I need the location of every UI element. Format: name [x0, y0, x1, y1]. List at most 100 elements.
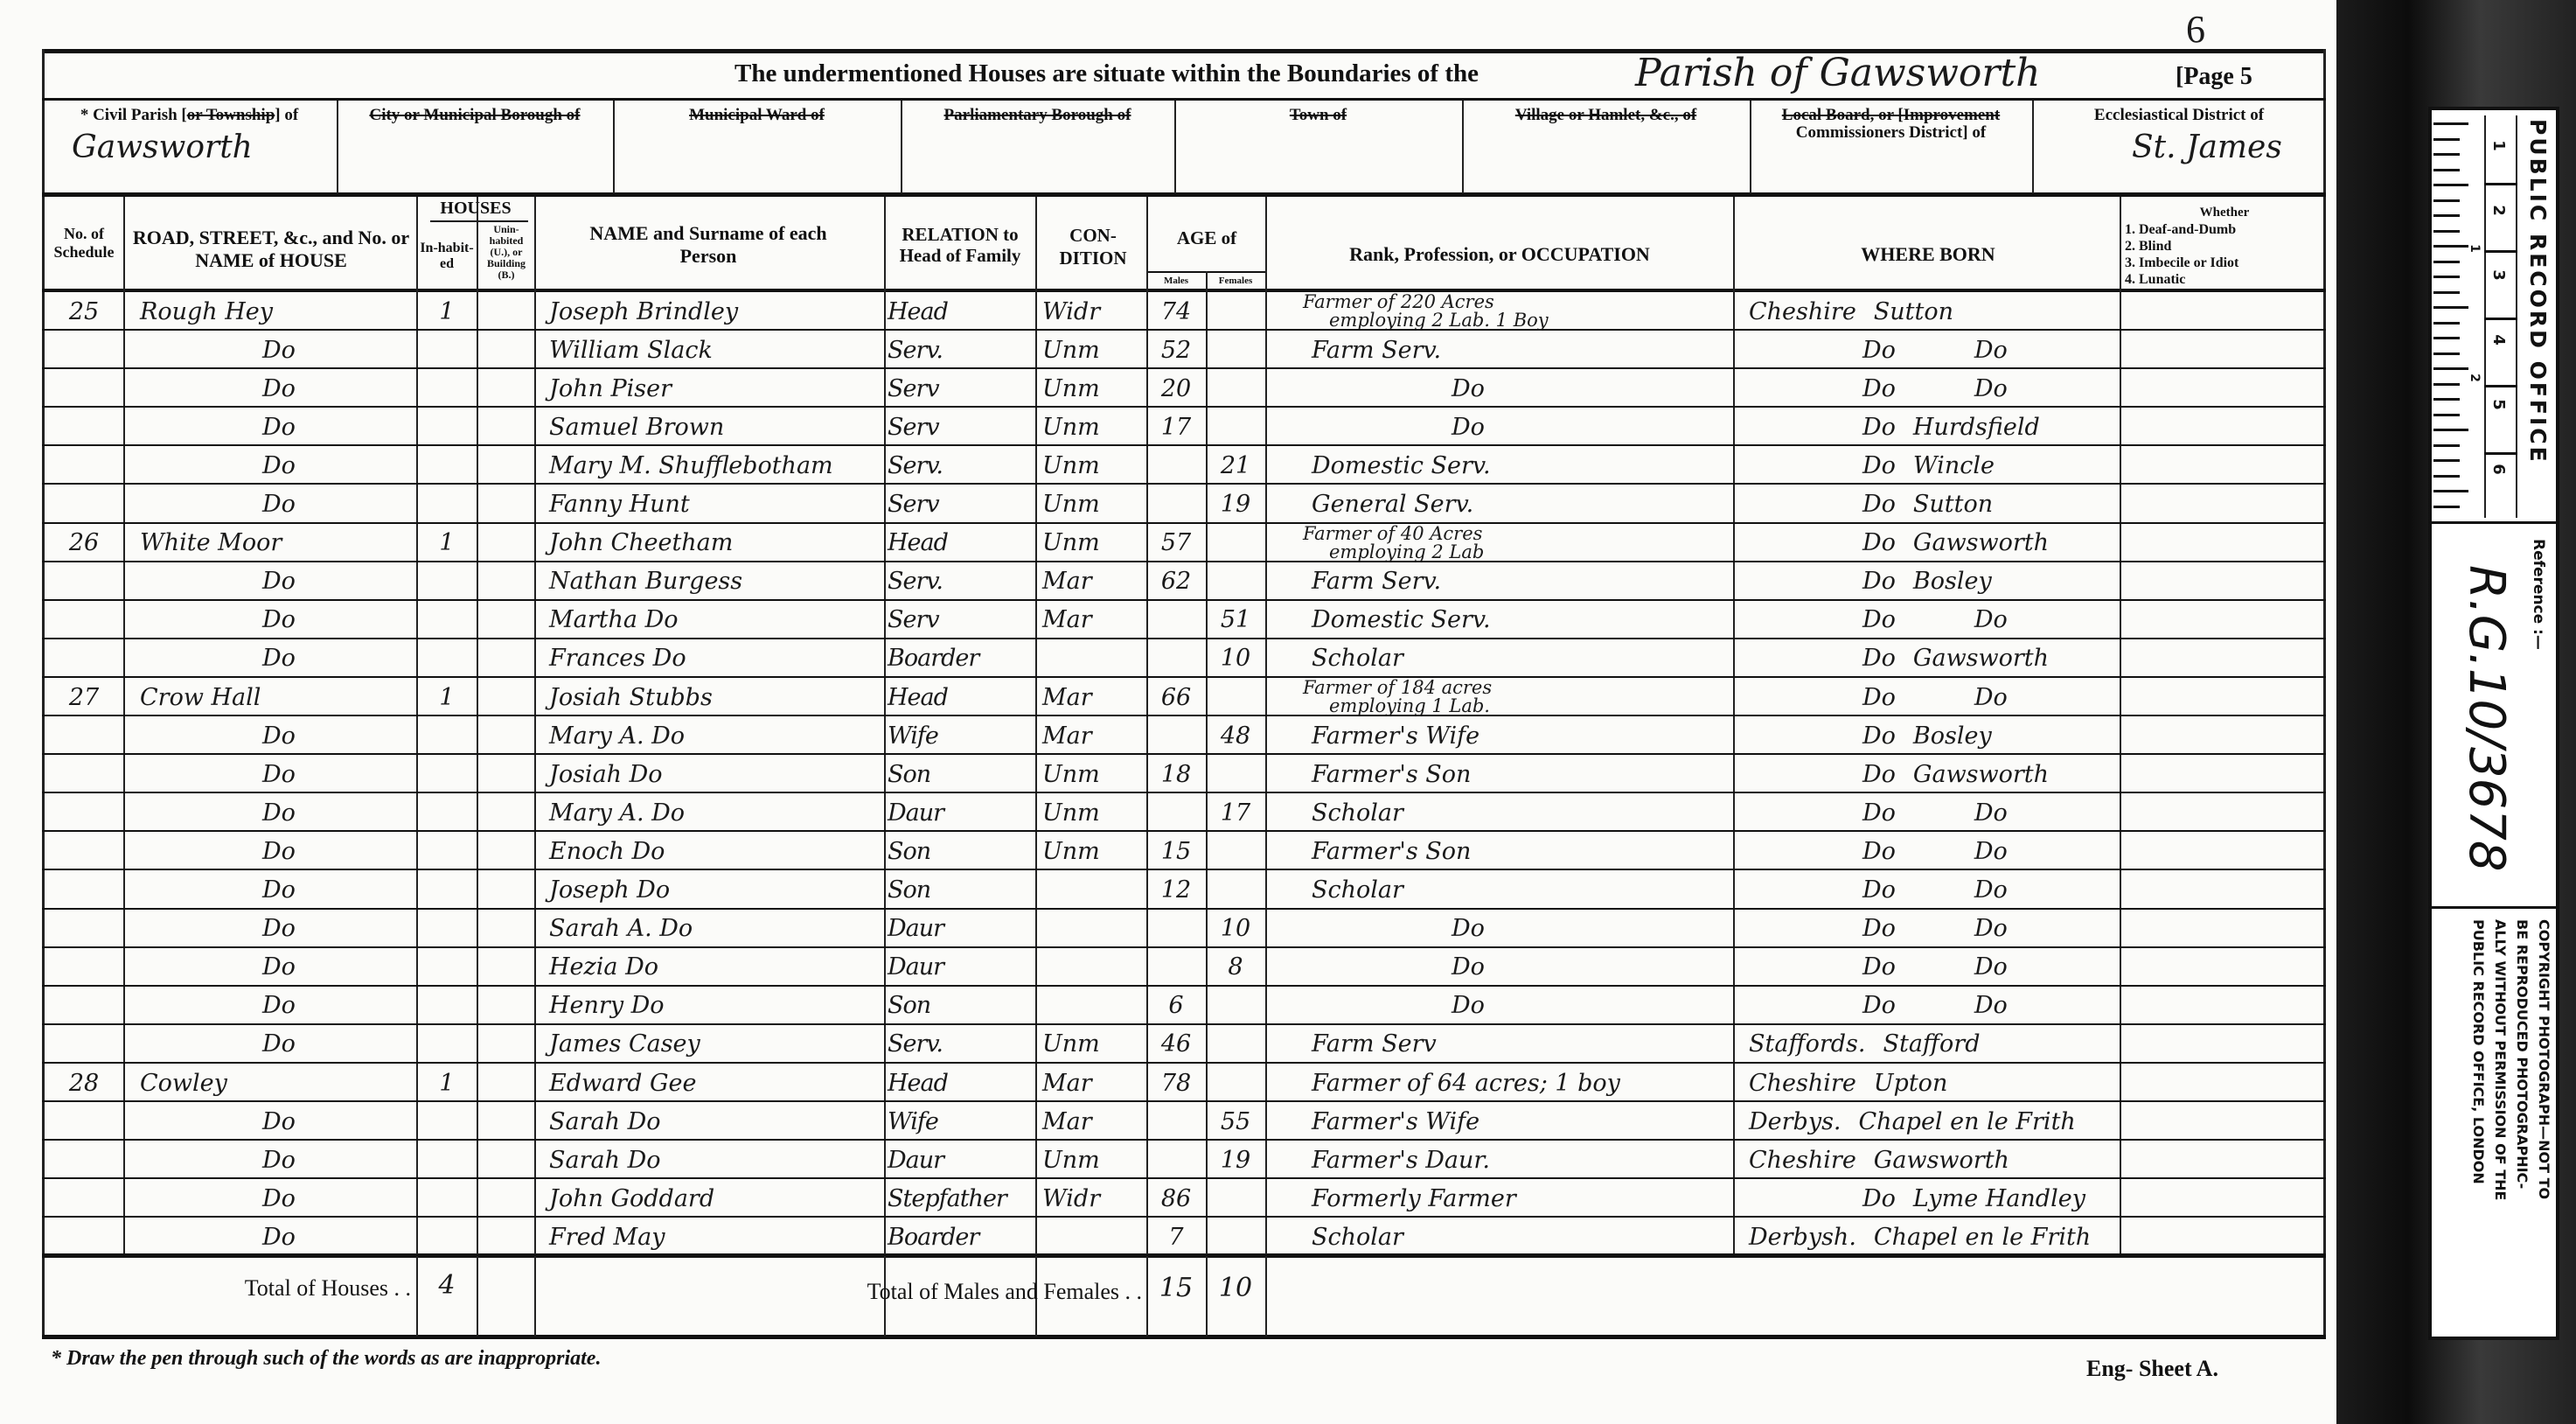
- condition: [1039, 1218, 1144, 1256]
- row-rule: [42, 869, 2326, 871]
- ruler-tick: [2433, 245, 2468, 248]
- condition: Unm: [1042, 374, 1100, 402]
- district-label: Local Board, or [Improvement Commissioner…: [1753, 103, 2029, 142]
- reference-number: R.G.10/3678: [2458, 565, 2515, 872]
- column-divider: [416, 197, 418, 1337]
- ruler-tick: [2433, 398, 2460, 401]
- relation: Boarder: [888, 1223, 979, 1251]
- female-age: 19: [1220, 491, 1251, 519]
- relation: Wife: [888, 722, 939, 750]
- occupation: Farmer of 64 acres; 1 boy: [1312, 1069, 1620, 1097]
- relation: Serv.: [888, 568, 943, 596]
- houses-inhabited: 1: [439, 529, 455, 557]
- ruler-tick: [2433, 459, 2460, 462]
- district-label: * Civil Parish [or Township] of: [45, 103, 333, 124]
- birth-place: Gawsworth: [1912, 760, 2050, 788]
- copyright-line: PUBLIC RECORD OFFICE, LONDON: [2470, 919, 2487, 1184]
- birth-county: Do: [1862, 760, 1896, 788]
- district-field: Village or Hamlet, &c., of: [1466, 103, 1746, 191]
- female-age: 48: [1220, 722, 1251, 750]
- road-name: Do: [262, 1030, 296, 1058]
- ruler-tick: [2433, 306, 2468, 309]
- male-age: [1147, 1102, 1205, 1141]
- ruler-tick: [2433, 382, 2460, 386]
- ruler-tick: [2433, 260, 2460, 263]
- total-persons-label: Total of Males and Females . .: [867, 1279, 1142, 1304]
- road-name: Do: [262, 953, 296, 981]
- ruler-tick: [2433, 321, 2460, 325]
- where-born: Do Do: [1740, 331, 2008, 369]
- ruler-tick: [2433, 184, 2468, 186]
- schedule-number: [49, 1141, 119, 1179]
- where-born: Do Do: [1740, 678, 2008, 716]
- birth-county: Do: [1862, 374, 1896, 402]
- ruler-tick: [2433, 429, 2468, 431]
- houses-inhabited: [418, 948, 476, 987]
- relation: Daur: [888, 915, 944, 943]
- occupation-line: Farmer of 184 acres: [1303, 677, 1493, 699]
- whether-item: 3. Imbecile or Idiot: [2125, 255, 2239, 270]
- table-row: Do Fred May Boarder 7 Scholar Derbysh. Chapel …: [42, 1218, 2326, 1257]
- schedule-number: [49, 1102, 119, 1141]
- district-label: Municipal Ward of: [616, 103, 897, 124]
- table-row: Do William Slack Serv. Unm 52 Farm Serv. Do Do: [42, 331, 2326, 370]
- ruler-tick: [2433, 413, 2460, 416]
- female-age: 51: [1220, 606, 1251, 634]
- road-name: Do: [262, 876, 296, 904]
- male-age: [1147, 716, 1205, 755]
- relation: Daur: [888, 799, 944, 827]
- occupation-line: employing 2 Lab. 1 Boy: [1329, 310, 1549, 332]
- card-divider: [2432, 906, 2556, 909]
- houses-inhabited: [418, 446, 476, 485]
- district-divider: [1750, 101, 1751, 193]
- condition: Mar: [1042, 568, 1092, 596]
- where-born: Do Wincle: [1740, 446, 1995, 485]
- female-age: [1207, 524, 1264, 562]
- occupation: Scholar: [1312, 1223, 1403, 1251]
- condition: [1039, 948, 1144, 987]
- birth-place: Gawsworth: [1912, 529, 2050, 557]
- occupation: Farmer's Wife: [1312, 722, 1480, 750]
- district-field: Town of: [1178, 103, 1459, 191]
- scale-divider: [2484, 385, 2517, 387]
- road-name: Do: [262, 1107, 296, 1135]
- table-row: Do John Piser Serv Unm 20 Do Do Do: [42, 369, 2326, 408]
- male-age: 6: [1168, 992, 1184, 1020]
- birth-county: Do: [1862, 491, 1896, 519]
- person-name: Samuel Brown: [549, 413, 725, 441]
- occupation-line: employing 1 Lab.: [1329, 695, 1490, 717]
- female-age: [1207, 331, 1264, 369]
- birth-county: Do: [1862, 992, 1896, 1020]
- birth-place: Gawsworth: [1912, 645, 2050, 673]
- whether-item: 1. Deaf-and-Dumb: [2125, 222, 2237, 237]
- birth-place: Gawsworth: [1873, 1146, 2009, 1174]
- birth-place: Do: [1974, 953, 2008, 981]
- row-rule: [42, 830, 2326, 833]
- row-rule: [42, 907, 2326, 910]
- ruler-tick: [2433, 367, 2468, 370]
- total-houses-value: 4: [438, 1270, 456, 1301]
- scale-divider: [2484, 452, 2517, 455]
- where-born: Do Gawsworth: [1740, 639, 2049, 678]
- male-age: 78: [1160, 1069, 1192, 1097]
- houses-inhabited: [418, 601, 476, 639]
- male-age: [1147, 793, 1205, 832]
- relation: Son: [888, 760, 931, 788]
- scale-number: 2: [2489, 205, 2508, 216]
- person-name: Mary A. Do: [549, 722, 686, 750]
- male-age: 66: [1160, 683, 1192, 711]
- occupation: Do: [1452, 374, 1485, 402]
- person-name: Hezia Do: [549, 953, 658, 981]
- condition: Widr: [1042, 1184, 1101, 1212]
- column-divider: [1733, 197, 1735, 1253]
- female-age: 10: [1220, 915, 1251, 943]
- houses-underline: [430, 220, 528, 222]
- ruler-tick: [2433, 168, 2460, 171]
- district-divider: [2032, 101, 2034, 193]
- district-field: Municipal Ward of: [616, 103, 897, 191]
- male-age: [1147, 948, 1205, 987]
- male-age: 12: [1160, 876, 1192, 904]
- male-age: [1147, 1141, 1205, 1179]
- condition: Mar: [1042, 683, 1092, 711]
- road-name: Do: [262, 451, 296, 479]
